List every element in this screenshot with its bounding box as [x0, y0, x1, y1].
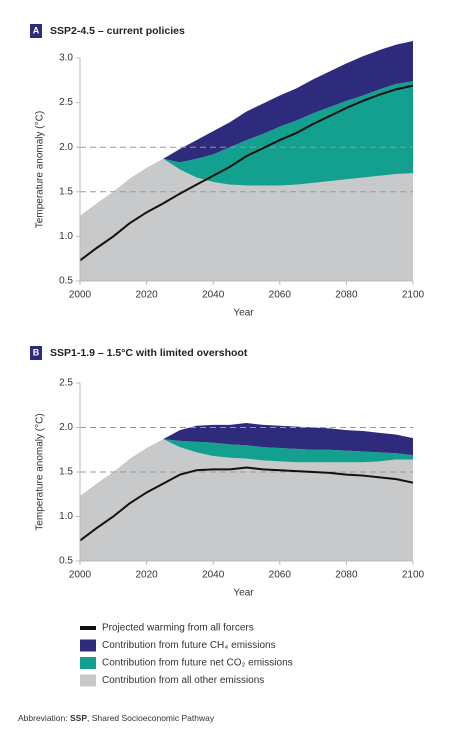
- y-tick-label: 1.0: [59, 511, 73, 522]
- area: [163, 423, 413, 456]
- panel-badge: [30, 346, 42, 360]
- panel-label: B: [33, 347, 40, 357]
- x-axis-label: Year: [233, 588, 254, 599]
- y-tick-label: 1.0: [59, 231, 73, 242]
- y-tick-label: 0.5: [59, 556, 73, 567]
- legend-swatch: [80, 674, 96, 687]
- y-axis-label: Temperature anomaly (°C): [35, 413, 46, 530]
- x-tick-label: 2100: [402, 290, 425, 301]
- legend-label: Projected warming from all forcers: [102, 623, 254, 634]
- legend-swatch: [80, 639, 96, 652]
- area: [163, 439, 413, 463]
- x-tick-label: 2020: [135, 570, 158, 581]
- line: [79, 466, 414, 542]
- legend-swatch: [80, 626, 96, 630]
- area: [163, 41, 413, 163]
- footnote: Abbreviation: SSP, Shared Socioeconomic …: [18, 713, 215, 723]
- panel-title: SSP2-4.5 – current policies: [50, 25, 185, 37]
- y-tick-label: 1.5: [59, 467, 73, 478]
- y-tick-label: 0.5: [59, 276, 73, 287]
- x-axis-label: Year: [233, 308, 254, 319]
- x-tick-label: 2080: [335, 570, 358, 581]
- footnote-term: SSP: [70, 713, 87, 723]
- x-tick-label: 2000: [69, 290, 92, 301]
- y-tick-label: 1.5: [59, 186, 73, 197]
- x-tick-label: 2000: [69, 570, 92, 581]
- line: [79, 84, 414, 262]
- area: [80, 439, 413, 561]
- panel-title: SSP1-1.9 – 1.5°C with limited overshoot: [50, 347, 248, 359]
- x-tick-label: 2040: [202, 570, 225, 581]
- y-tick-label: 2.5: [59, 378, 73, 389]
- x-tick-label: 2080: [335, 290, 358, 301]
- x-tick-label: 2020: [135, 290, 158, 301]
- footnote-text: , Shared Socioeconomic Pathway: [87, 713, 215, 723]
- y-tick-label: 2.0: [59, 142, 73, 153]
- y-axis-label: Temperature anomaly (°C): [35, 111, 46, 228]
- x-tick-label: 2060: [269, 570, 292, 581]
- legend-label: Contribution from all other emissions: [102, 675, 264, 686]
- legend-label: Contribution from future net CO₂ emissio…: [102, 658, 293, 669]
- x-tick-label: 2040: [202, 290, 225, 301]
- area: [80, 158, 413, 281]
- y-tick-label: 3.0: [59, 53, 73, 64]
- legend-swatch: [80, 657, 96, 669]
- x-tick-label: 2060: [269, 290, 292, 301]
- legend-label: Contribution from future CH₄ emissions: [102, 640, 276, 651]
- panel-label: A: [33, 25, 40, 35]
- y-tick-label: 2.0: [59, 422, 73, 433]
- panel-badge: [30, 24, 42, 38]
- x-tick-label: 2100: [402, 570, 425, 581]
- y-tick-label: 2.5: [59, 97, 73, 108]
- footnote-label: Abbreviation:: [18, 713, 68, 723]
- area: [163, 81, 413, 186]
